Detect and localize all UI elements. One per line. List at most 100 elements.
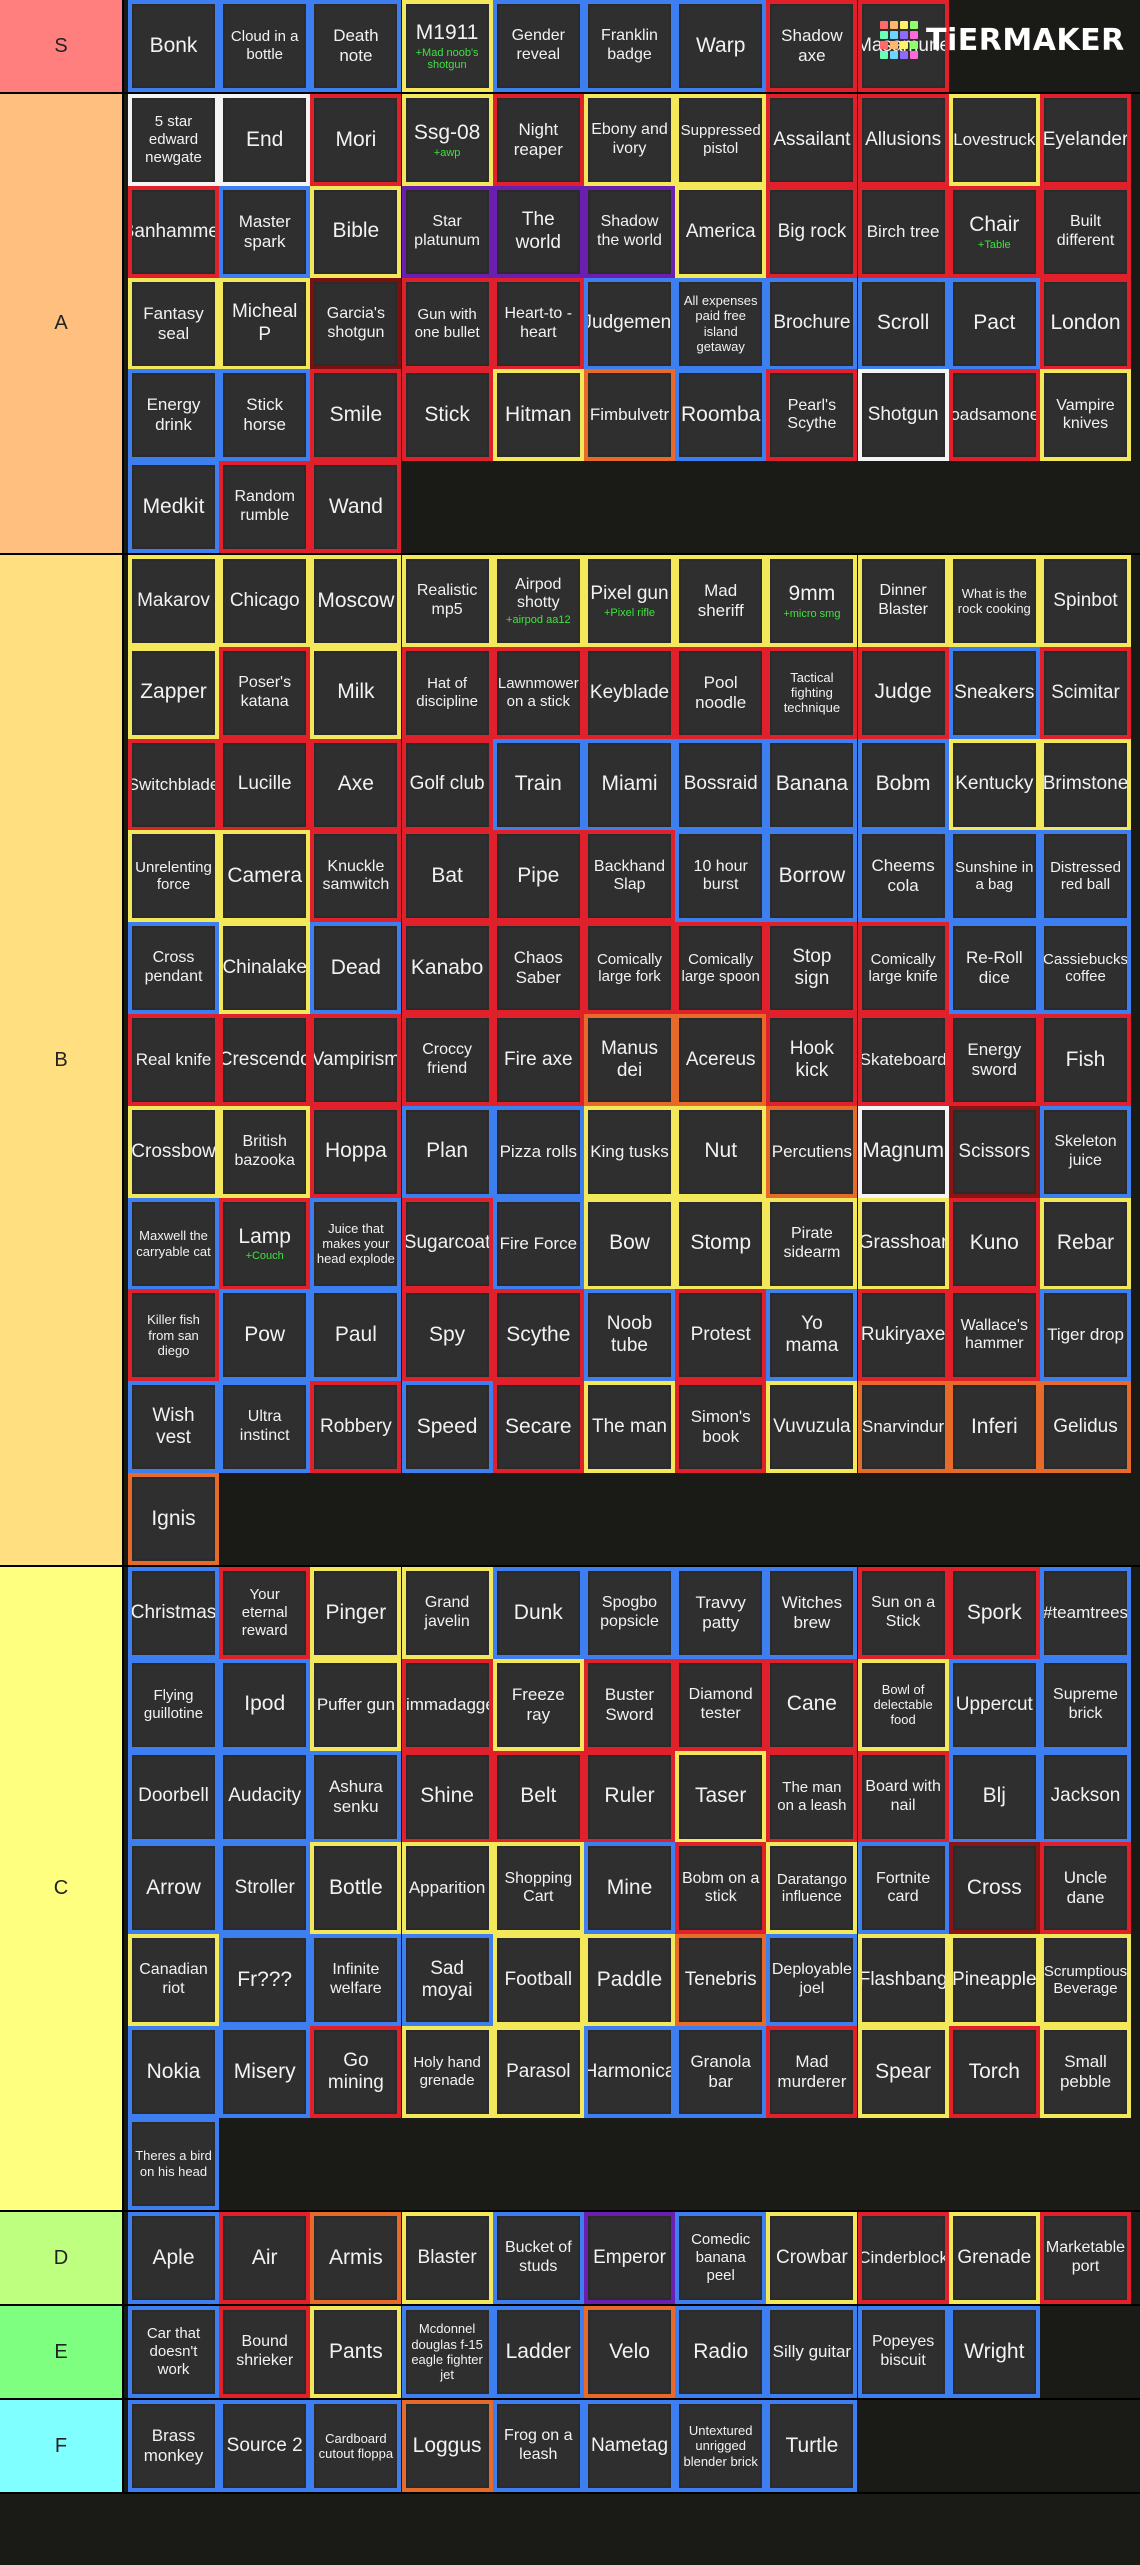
- tier-item[interactable]: Bowl of delectable food: [857, 1658, 949, 1751]
- tier-item[interactable]: Bonk: [128, 0, 219, 92]
- tier-item[interactable]: Death note: [310, 0, 402, 92]
- tier-item[interactable]: Simon's book: [675, 1381, 767, 1474]
- tier-item[interactable]: Cheems cola: [857, 830, 949, 923]
- tier-item[interactable]: Chinalake: [219, 922, 311, 1015]
- tier-item[interactable]: Buster Sword: [584, 1658, 675, 1751]
- tier-item[interactable]: Wallace's hammer: [948, 1289, 1040, 1382]
- tier-item[interactable]: Realistic mp5: [401, 555, 493, 647]
- tier-item[interactable]: Secare: [492, 1381, 584, 1474]
- tier-item[interactable]: Diamond tester: [675, 1658, 767, 1751]
- tier-item[interactable]: Apparition: [401, 1842, 493, 1935]
- tier-item[interactable]: Belt: [492, 1750, 584, 1843]
- tier-item[interactable]: Uncle dane: [1040, 1842, 1131, 1935]
- tier-item[interactable]: Vuvuzula: [766, 1381, 858, 1474]
- tier-item[interactable]: Travvy patty: [675, 1567, 767, 1659]
- tier-item[interactable]: 5 star edward newgate: [128, 94, 219, 186]
- tier-item[interactable]: Aple: [128, 2212, 219, 2304]
- tier-item[interactable]: Wish vest: [128, 1381, 219, 1474]
- tier-item[interactable]: Distressed red ball: [1040, 830, 1131, 923]
- tier-item[interactable]: Lucille: [219, 738, 311, 831]
- tier-item[interactable]: Cross pendant: [128, 922, 219, 1015]
- tier-item[interactable]: Cloud in a bottle: [219, 0, 311, 92]
- tier-item[interactable]: Tenebris: [675, 1934, 767, 2027]
- tier-label[interactable]: S: [0, 0, 124, 92]
- tier-item[interactable]: Emperor: [584, 2212, 675, 2304]
- tier-item[interactable]: Bound shrieker: [219, 2306, 311, 2398]
- tier-item[interactable]: Random rumble: [219, 461, 311, 554]
- tier-item[interactable]: Holy hand grenade: [401, 2026, 493, 2118]
- tier-item[interactable]: Zapper: [128, 646, 219, 739]
- tier-item[interactable]: Fr???: [219, 1934, 311, 2027]
- tier-item[interactable]: Stroller: [219, 1842, 311, 1935]
- tier-item[interactable]: The man: [584, 1381, 675, 1474]
- tier-item[interactable]: Hoppa: [310, 1105, 402, 1198]
- tier-item[interactable]: Miami: [584, 738, 675, 831]
- tier-item[interactable]: Brass monkey: [128, 2400, 219, 2492]
- tier-item[interactable]: Camera: [219, 830, 311, 923]
- tier-item[interactable]: Pixel gun +Pixel rifle: [584, 555, 675, 647]
- tier-item[interactable]: Scrumptious Beverage: [1040, 1934, 1131, 2027]
- tier-item[interactable]: Fortnite card: [857, 1842, 949, 1935]
- tier-item[interactable]: Shadow axe: [766, 0, 858, 92]
- tier-item[interactable]: Pinger: [310, 1567, 402, 1659]
- tier-item[interactable]: Scimitar: [1040, 646, 1131, 739]
- tier-item[interactable]: King tusks: [584, 1105, 675, 1198]
- tier-item[interactable]: Sad moyai: [401, 1934, 493, 2027]
- tier-item[interactable]: Pineapple: [948, 1934, 1040, 2027]
- tier-item[interactable]: Inferi: [948, 1381, 1040, 1474]
- tier-item[interactable]: Kanabo: [401, 922, 493, 1015]
- tier-item[interactable]: Smile: [310, 369, 402, 462]
- tier-item[interactable]: Juice that makes your head explode: [310, 1197, 402, 1290]
- tier-item[interactable]: Fantasy seal: [128, 277, 219, 370]
- tier-item[interactable]: Sun on a Stick: [857, 1567, 949, 1659]
- tier-item[interactable]: Heart-to -heart: [492, 277, 584, 370]
- tier-item[interactable]: Comedic banana peel: [675, 2212, 767, 2304]
- tier-item[interactable]: Car that doesn't work: [128, 2306, 219, 2398]
- tier-item[interactable]: Chicago: [219, 555, 311, 647]
- tier-item[interactable]: Comically large spoon: [675, 922, 767, 1015]
- tier-item[interactable]: Crowbar: [766, 2212, 858, 2304]
- tier-item[interactable]: Ssg-08 +awp: [401, 94, 493, 186]
- tier-item[interactable]: Air: [219, 2212, 311, 2304]
- tier-item[interactable]: Kentucky: [948, 738, 1040, 831]
- tier-item[interactable]: Ruler: [584, 1750, 675, 1843]
- tier-item[interactable]: Mine: [584, 1842, 675, 1935]
- tier-item[interactable]: Flying guillotine: [128, 1658, 219, 1751]
- tier-item[interactable]: Brochure: [766, 277, 858, 370]
- tier-item[interactable]: Hitman: [492, 369, 584, 462]
- tier-item[interactable]: Nametag: [584, 2400, 675, 2492]
- tier-item[interactable]: #teamtrees: [1040, 1567, 1131, 1659]
- tier-item[interactable]: Bobm: [857, 738, 949, 831]
- tier-item[interactable]: Comically large fork: [584, 922, 675, 1015]
- tier-item[interactable]: Mad sheriff: [675, 555, 767, 647]
- tier-item[interactable]: Bottle: [310, 1842, 402, 1935]
- tier-label[interactable]: B: [0, 555, 124, 1565]
- tier-item[interactable]: Stick: [401, 369, 493, 462]
- tier-item[interactable]: Ebony and ivory: [584, 94, 675, 186]
- tier-item[interactable]: Daratango influence: [766, 1842, 858, 1935]
- tier-item[interactable]: Fire Force: [492, 1197, 584, 1290]
- tier-item[interactable]: Allusions: [857, 94, 949, 186]
- tier-item[interactable]: Assailant: [766, 94, 858, 186]
- tier-item[interactable]: Turtle: [766, 2400, 858, 2492]
- tier-item[interactable]: Plan: [401, 1105, 493, 1198]
- tier-label[interactable]: F: [0, 2400, 124, 2492]
- tier-item[interactable]: Star platunum: [401, 185, 493, 278]
- tier-item[interactable]: Unrelenting force: [128, 830, 219, 923]
- tier-label[interactable]: D: [0, 2212, 124, 2304]
- tier-item[interactable]: Fire axe: [492, 1014, 584, 1106]
- tier-item[interactable]: Energy drink: [128, 369, 219, 462]
- tier-item[interactable]: Popeyes biscuit: [857, 2306, 949, 2398]
- tier-item[interactable]: London: [1040, 277, 1131, 370]
- tier-item[interactable]: Freeze ray: [492, 1658, 584, 1751]
- tier-item[interactable]: Noob tube: [584, 1289, 675, 1382]
- tier-item[interactable]: Dunk: [492, 1567, 584, 1659]
- tier-item[interactable]: British bazooka: [219, 1105, 311, 1198]
- tier-item[interactable]: Suppressed pistol: [675, 94, 767, 186]
- tier-item[interactable]: Bow: [584, 1197, 675, 1290]
- tier-item[interactable]: Parasol: [492, 2026, 584, 2118]
- tier-item[interactable]: Comically large knife: [857, 922, 949, 1015]
- tier-item[interactable]: Eyelander: [1040, 94, 1131, 186]
- tier-item[interactable]: Harmonica: [584, 2026, 675, 2118]
- tier-item[interactable]: Axe: [310, 738, 402, 831]
